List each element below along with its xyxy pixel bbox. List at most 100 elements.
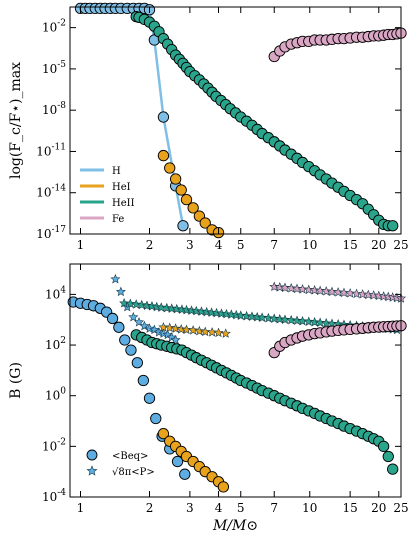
legend-marker-star (86, 465, 98, 476)
y-tick-label: 10-17 (36, 225, 66, 241)
data-point (164, 162, 176, 174)
x-axis: 1 2 3 4 5 7 10 15 20 25 (77, 264, 409, 515)
series-h-p (110, 273, 181, 345)
data-point-star (309, 316, 320, 327)
data-point-star (309, 285, 320, 295)
data-point-star (164, 322, 175, 333)
x-tick-label: 10 (302, 501, 317, 515)
data-point-star (345, 288, 356, 298)
data-point-star (194, 325, 205, 336)
x-tick-label: 2 (146, 501, 154, 515)
data-point-star (161, 302, 172, 313)
data-point-star (158, 322, 169, 332)
plot-area (67, 273, 407, 493)
data-point-star (176, 324, 187, 334)
axes-frame (69, 263, 402, 498)
data-point (157, 428, 170, 440)
data-point-star (351, 288, 362, 299)
data-point-star (141, 300, 153, 311)
data-point-star (363, 289, 374, 300)
data-point-star (303, 284, 314, 295)
y-tick-label: 102 (45, 336, 66, 352)
y-axis: 104 102 100 10-2 10-4 (42, 285, 401, 504)
y-tick-label: 10-11 (36, 142, 66, 158)
x-tick-label: 4 (215, 238, 223, 252)
data-point (177, 220, 189, 232)
data-point-star (220, 328, 231, 338)
y-tick-label: 10-8 (42, 101, 66, 117)
data-point (119, 334, 131, 346)
data-point-star (170, 323, 181, 333)
series-hei (157, 428, 230, 493)
axes-frame (69, 6, 402, 235)
data-point-star (368, 290, 379, 300)
data-point-star (378, 291, 389, 301)
data-point (387, 463, 399, 475)
data-point-star (292, 283, 303, 294)
series-heii (130, 329, 399, 475)
series-h (67, 296, 191, 480)
x-tick-label: 25 (393, 501, 408, 515)
data-point (179, 468, 191, 480)
data-point-star (286, 314, 297, 325)
y-tick-label: 10-14 (36, 184, 66, 200)
data-point (137, 374, 149, 387)
legend: <Beq> √8π<P> (86, 449, 155, 478)
y-tick-label: 10-5 (42, 60, 66, 76)
y-tick-label: 100 (45, 387, 66, 403)
x-tick-label: 1 (77, 501, 85, 515)
data-point (125, 344, 137, 356)
data-point-star (110, 273, 121, 284)
data-point-star (373, 290, 384, 301)
y-tick-label: 10-2 (42, 437, 66, 453)
panel-bottom-magnetic-field: 1 2 3 4 5 7 10 15 20 25 104 102 100 10-2 10-4 B (G) M/M⊙… (8, 263, 409, 534)
data-point-star (146, 301, 157, 311)
data-point-star (333, 287, 344, 297)
data-point-star (263, 312, 274, 323)
data-point-star (186, 305, 197, 315)
data-point-star (257, 312, 268, 322)
data-point (106, 312, 119, 325)
panel-top-flux-ratio: 1 2 3 4 5 7 10 15 20 25 10-2 10-5 10-8 10-11 10-14 10-1… (8, 2, 409, 252)
data-point (175, 184, 187, 196)
x-tick-label: 5 (237, 238, 245, 252)
x-tick-label: 4 (215, 501, 223, 515)
legend-label: H (112, 166, 121, 177)
x-tick-label: 15 (342, 501, 357, 515)
data-point-star (321, 286, 332, 296)
legend-label: Fe (112, 214, 124, 225)
data-point-star (221, 308, 232, 319)
legend: H HeI HeII Fe (80, 166, 135, 225)
data-point-star (119, 297, 130, 308)
x-tick-label: 25 (393, 238, 408, 252)
data-point (169, 173, 182, 185)
series-fe (268, 320, 407, 359)
data-point (199, 217, 211, 229)
x-tick-label: 3 (186, 501, 194, 515)
x-axis: 1 2 3 4 5 7 10 15 20 25 (77, 7, 409, 252)
legend-label: HeII (112, 198, 135, 209)
data-point-star (279, 314, 291, 324)
data-point (131, 357, 143, 369)
data-point-star (115, 286, 126, 297)
data-point-star (156, 302, 167, 312)
data-point-star (252, 311, 263, 322)
data-point-star (171, 303, 182, 314)
legend-marker-circle (86, 449, 98, 461)
x-tick-label: 5 (237, 501, 245, 515)
legend-label: √8π<P> (112, 467, 155, 478)
data-point-star (297, 284, 308, 294)
series-hei (157, 149, 225, 239)
y-axis: 10-2 10-5 10-8 10-11 10-14 10-17 (36, 19, 401, 241)
data-point-star (269, 313, 280, 323)
data-point (387, 220, 399, 232)
series-heii (130, 10, 399, 232)
data-point-star (235, 310, 246, 320)
data-point-star (315, 317, 326, 328)
data-point (157, 149, 170, 162)
x-tick-label: 7 (270, 501, 278, 515)
data-point-star (269, 281, 280, 292)
data-point-star (131, 299, 142, 309)
legend-label: HeI (112, 182, 131, 193)
data-point (143, 392, 156, 404)
